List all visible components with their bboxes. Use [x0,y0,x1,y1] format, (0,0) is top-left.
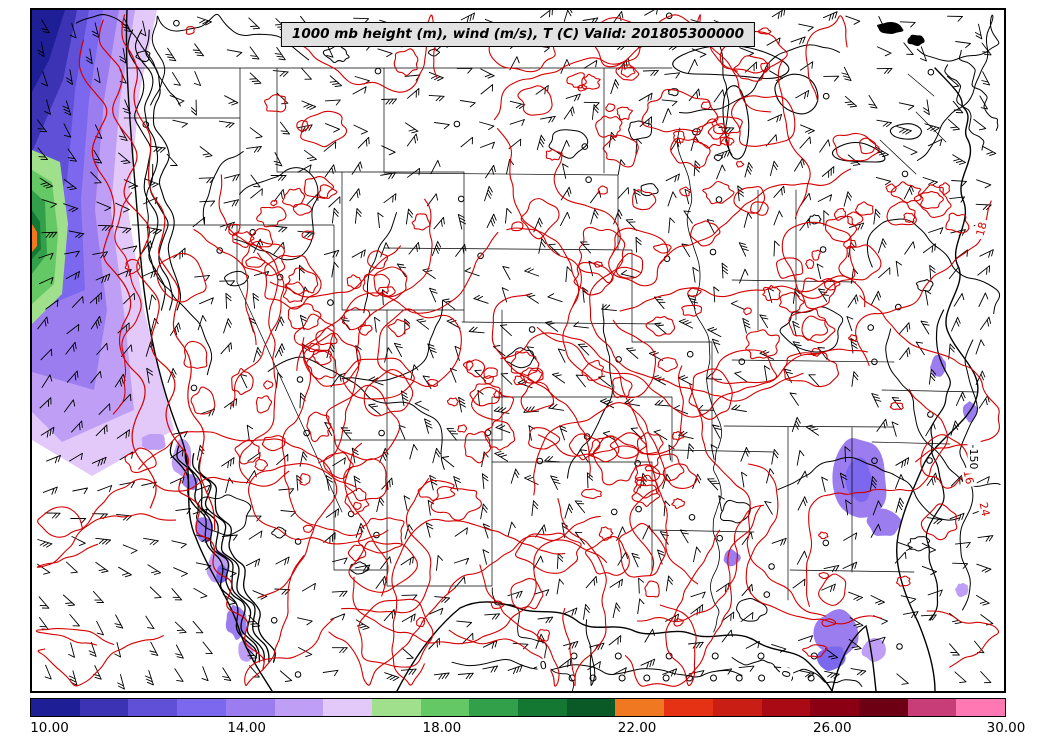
colorbar-segment [518,699,567,716]
colorbar-tick-label: 10.00 [30,720,69,736]
contour-label: 18 [972,217,990,241]
svg-text:0: 0 [779,669,793,679]
colorbar-segment [323,699,372,716]
plot-title: 1000 mb height (m), wind (m/s), T (C) Va… [280,22,756,47]
contour-label: 24 [976,498,994,521]
colorbar-tick-label: 14.00 [227,720,266,736]
colorbar-segment [810,699,859,716]
svg-text:24: 24 [977,501,993,517]
plot-title-text: 1000 mb height (m), wind (m/s), T (C) Va… [291,26,745,42]
temperature-shading [32,10,978,671]
colorbar-segment [907,699,957,716]
colorbar-tick-label: 26.00 [812,720,852,736]
colorbar-segment [177,699,226,716]
colorbar-ticks: 10.00 14.00 18.00 22.00 26.00 30.00 [30,720,1025,740]
colorbar-segment [79,699,129,716]
contour-label: 0 [535,657,551,673]
height-contours [75,13,1001,687]
coastlines [125,10,979,691]
colorbar-segment [858,699,908,716]
svg-text:-150: -150 [967,445,980,470]
colorbar-segment [761,699,811,716]
colorbar-segment [956,699,1006,716]
colorbar-segment [128,699,178,716]
map-plot-area: 18 16 24 -150 0 0 1000 mb height (m), wind (m… [30,8,1006,693]
colorbar-tick-label: 18.00 [422,720,462,736]
colorbar-segment [420,699,470,716]
colorbar [30,698,1006,717]
colorbar-segment [712,699,762,716]
state-borders [123,67,979,691]
contour-label: -150 [967,440,981,474]
colorbar-segment [225,699,275,716]
contour-label: 0 [778,666,795,682]
colorbar-segment [566,699,616,716]
colorbar-segment [274,699,324,716]
temperature-contours [35,14,1000,687]
colorbar-segment [371,699,421,716]
svg-text:0: 0 [539,659,548,673]
colorbar-segment [664,699,713,716]
svg-text:18: 18 [974,221,990,238]
colorbar-segment [469,699,519,716]
colorbar-segment [31,699,80,716]
wind-barbs [36,10,997,690]
colorbar-segment [615,699,665,716]
colorbar-tick-label: 22.00 [617,720,657,736]
colorbar-tick-label: 30.00 [986,720,1026,736]
